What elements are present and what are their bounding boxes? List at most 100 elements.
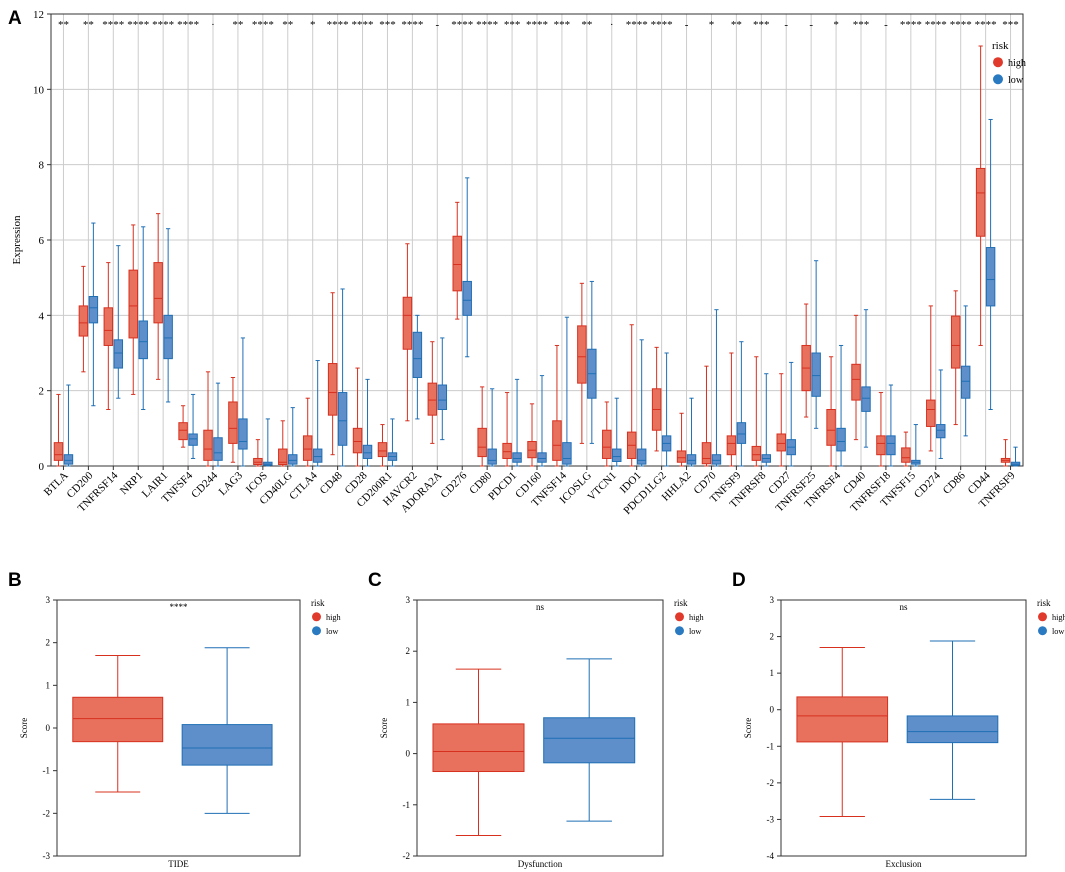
box-iqr <box>936 424 946 439</box>
box-iqr <box>686 454 697 465</box>
box-low-CTLA4 <box>312 360 323 467</box>
box-iqr <box>726 435 737 456</box>
x-axis-label: Exclusion <box>886 859 922 869</box>
box-iqr <box>612 448 622 462</box>
box-high-ICOS <box>253 439 263 467</box>
x-tick-label: CD276 <box>438 469 469 500</box>
box-iqr <box>437 384 448 410</box>
box-low-CD160 <box>537 375 547 467</box>
panel-letter: D <box>732 570 746 591</box>
significance-label: **** <box>526 19 548 31</box>
box-low-CD40 <box>861 309 871 448</box>
legend-dot-high <box>312 612 321 622</box>
legend-dot-low <box>675 626 684 636</box>
box-low-TNFSF4 <box>188 393 198 459</box>
significance-label: *** <box>379 19 396 31</box>
box-high-LAIR1 <box>153 213 163 380</box>
box-high-CD70 <box>701 365 712 467</box>
box-low-CD28 <box>362 378 373 467</box>
box-iqr <box>711 454 722 465</box>
y-tick-label: 12 <box>33 9 44 21</box>
panel-a-letter: A <box>8 8 22 29</box>
box-iqr <box>736 422 747 444</box>
box-high-TNFRSF4 <box>826 356 836 467</box>
box-low-TNFRSF9 <box>1010 446 1021 467</box>
box-iqr <box>352 427 363 454</box>
significance-label: - <box>809 19 813 31</box>
y-tick-label: 3 <box>406 595 411 605</box>
legend-a: risk high low <box>992 40 1026 86</box>
box-iqr <box>636 448 647 465</box>
box-low-CD86 <box>960 305 971 437</box>
significance-label: ** <box>58 19 69 31</box>
box-iqr <box>502 442 512 459</box>
y-tick-label: -3 <box>767 814 775 824</box>
box-iqr <box>427 382 438 416</box>
y-tick-label: 10 <box>33 84 45 96</box>
significance-label: **** <box>327 19 349 31</box>
significance-label: * <box>310 19 316 31</box>
y-axis-label: Score <box>19 718 29 739</box>
legend-title: risk <box>992 40 1009 52</box>
box-iqr <box>811 352 821 397</box>
significance-label: ** <box>731 19 742 31</box>
box-iqr <box>836 427 846 452</box>
box-high-CD244 <box>203 371 213 467</box>
box-high-HHLA2 <box>676 412 687 467</box>
box-iqr <box>103 307 114 346</box>
legend-label-high: high <box>1052 613 1065 622</box>
legend-label-high: high <box>1008 58 1026 69</box>
box-low-LAG3 <box>238 337 248 467</box>
box-iqr <box>72 696 164 743</box>
box-high-CD44 <box>975 45 986 346</box>
significance-label: ** <box>232 19 243 31</box>
box-high-PDCD1 <box>502 392 512 467</box>
significance-label: - <box>435 19 439 31</box>
box-low-CD274 <box>936 369 946 459</box>
legend-label-low: low <box>689 627 701 636</box>
box-low-TNFSF9 <box>736 341 747 467</box>
box-iqr <box>562 442 572 465</box>
box-high-CD40 <box>851 314 861 441</box>
box-iqr <box>163 314 173 360</box>
box-iqr <box>181 724 273 766</box>
x-tick-label: CD274 <box>912 469 943 500</box>
box-low-HAVCR2 <box>412 314 423 420</box>
box-low-ADORA2A <box>437 337 448 441</box>
box-iqr <box>238 418 248 450</box>
box-iqr <box>53 442 64 461</box>
box-low <box>543 658 636 822</box>
box-iqr <box>312 448 323 463</box>
box-high-CD80 <box>477 386 487 467</box>
box-iqr <box>886 435 896 456</box>
box-low-CD48 <box>337 288 348 467</box>
box-high-HAVCR2 <box>402 243 413 422</box>
box-low-TNFSF14 <box>562 316 572 467</box>
legend-dot-high <box>1038 612 1047 622</box>
box-high-TNFRSF18 <box>876 392 886 467</box>
box-iqr <box>278 448 288 465</box>
box-iqr <box>537 452 547 463</box>
plot-frame <box>780 599 1027 857</box>
box-iqr <box>527 441 537 459</box>
significance-label: **** <box>900 19 922 31</box>
box-iqr <box>288 454 298 465</box>
box-high-TNFRSF14 <box>103 262 114 410</box>
legend-dot-low <box>1038 626 1047 636</box>
box-high-CD28 <box>352 367 363 467</box>
box-iqr <box>128 269 138 339</box>
x-tick-label: CTLA4 <box>287 469 320 502</box>
legend-label-low: low <box>1052 627 1064 636</box>
box-iqr <box>462 280 472 316</box>
box-low-CD200R1 <box>387 418 398 467</box>
box-iqr <box>901 447 911 463</box>
box-high-CD200R1 <box>377 424 388 467</box>
significance-label: **** <box>152 19 174 31</box>
box-iqr <box>477 427 487 458</box>
significance-label: **** <box>102 19 124 31</box>
x-tick-label: CD86 <box>941 469 968 496</box>
